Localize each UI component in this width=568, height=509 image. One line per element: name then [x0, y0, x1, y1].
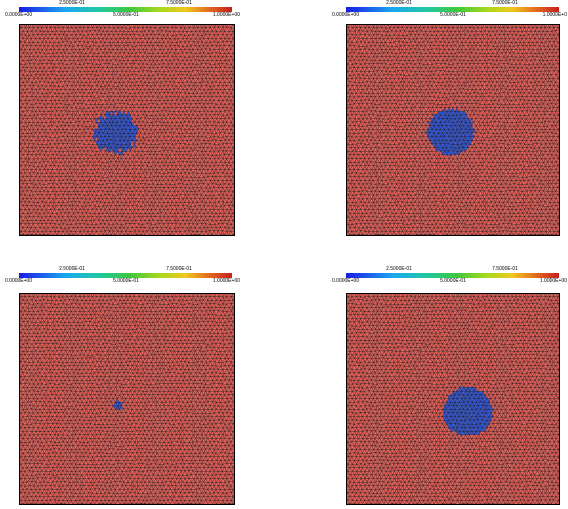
colorbar-tick-lower: 0.0000E+00	[5, 13, 32, 18]
colorbar	[19, 7, 232, 12]
colorbar-tick-upper: 7.5000E-01	[166, 1, 192, 6]
mesh-plot	[19, 24, 235, 236]
colorbar-tick-lower: 5.0000E-01	[113, 13, 139, 18]
colorbar-tick-lower: 1.0000E+00	[213, 13, 240, 18]
colorbar-tick-upper: 2.5000E-01	[59, 1, 85, 6]
